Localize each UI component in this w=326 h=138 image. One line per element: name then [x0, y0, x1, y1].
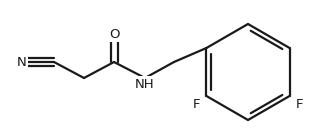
Text: NH: NH	[135, 78, 155, 91]
Text: O: O	[109, 27, 119, 40]
Text: F: F	[296, 98, 303, 111]
Text: F: F	[193, 98, 200, 111]
Text: N: N	[17, 55, 27, 68]
